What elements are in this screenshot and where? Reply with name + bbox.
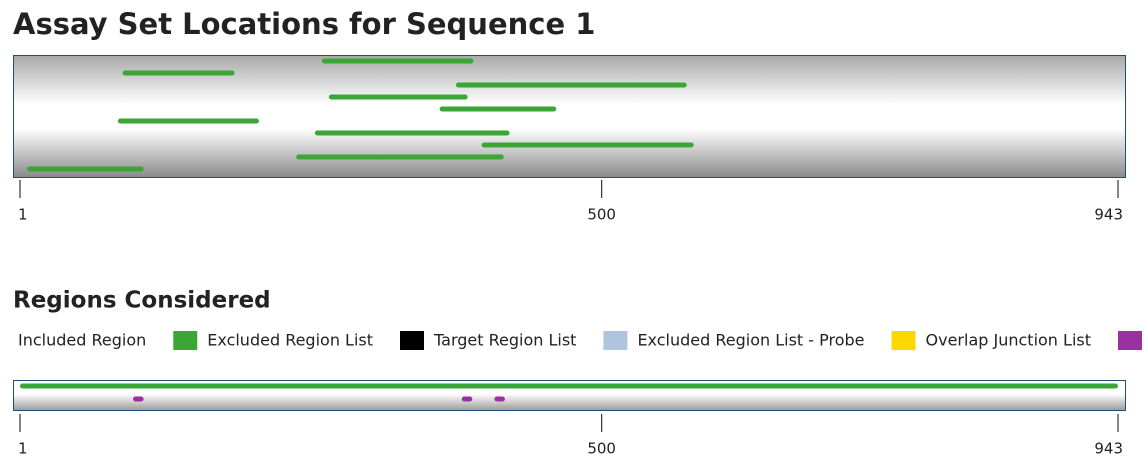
segment	[133, 396, 144, 402]
segment	[321, 58, 474, 64]
legend-label: Excluded Region List	[207, 331, 373, 350]
legend-swatch	[891, 331, 916, 350]
legend-label: Overlap Junction List	[926, 331, 1091, 350]
legend-label: Target Region List	[433, 331, 576, 350]
segment	[494, 396, 505, 402]
segment	[122, 70, 235, 76]
tick-label: 500	[587, 440, 616, 458]
legend-swatch	[173, 331, 198, 350]
regions-title: Regions Considered	[13, 288, 271, 314]
segment	[481, 142, 694, 148]
legend-swatch	[1118, 331, 1142, 350]
tick-label: 943	[1094, 206, 1123, 224]
segment	[455, 82, 687, 88]
legend-label: Included Region	[18, 331, 146, 350]
legend-label: Excluded Region List - Probe	[637, 331, 864, 350]
segment	[328, 94, 468, 100]
legend-swatch	[400, 331, 425, 350]
assay-panel	[13, 55, 1126, 178]
segment	[314, 130, 510, 136]
segment	[461, 396, 473, 402]
segment	[20, 383, 1118, 389]
title: Assay Set Locations for Sequence 1	[13, 7, 595, 41]
tick-label: 1	[18, 206, 28, 224]
tick-label: 943	[1094, 440, 1123, 458]
segment	[296, 154, 504, 160]
segment	[439, 106, 557, 112]
tick-label: 500	[587, 206, 616, 224]
tick-label: 1	[18, 440, 28, 458]
segment	[26, 166, 144, 172]
legend-swatch	[603, 331, 628, 350]
segment	[117, 118, 259, 124]
